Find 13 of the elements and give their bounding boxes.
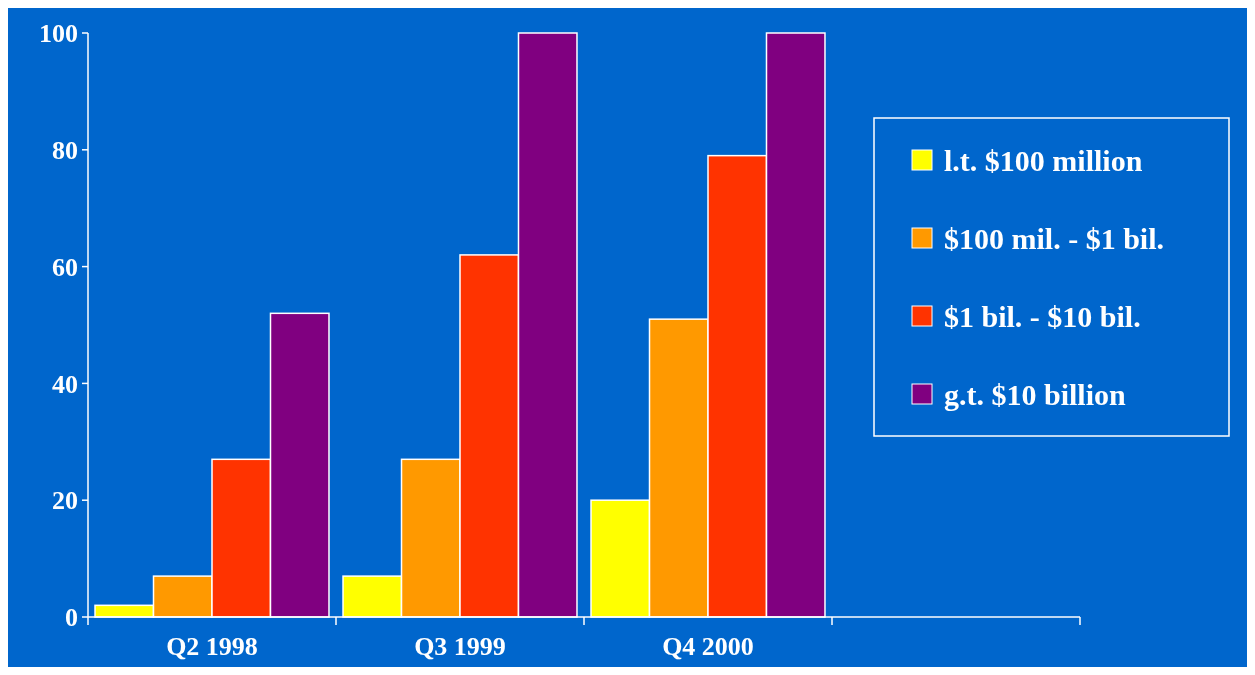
legend-label: g.t. $10 billion — [944, 377, 1127, 411]
y-tick-label: 60 — [52, 252, 78, 282]
y-tick-label: 80 — [52, 135, 78, 165]
y-tick-label: 0 — [65, 603, 78, 633]
y-tick-label: 20 — [52, 486, 78, 516]
legend-label: $100 mil. - $1 bil. — [944, 221, 1165, 255]
legend-label: $1 bil. - $10 bil. — [944, 299, 1141, 333]
x-tick-label: Q2 1998 — [166, 632, 258, 661]
x-tick-label: Q4 2000 — [662, 632, 754, 661]
y-tick-label: 100 — [39, 19, 78, 49]
legend-label: l.t. $100 million — [944, 143, 1143, 177]
y-tick-label: 40 — [52, 369, 78, 399]
x-tick-label: Q3 1999 — [414, 632, 506, 661]
